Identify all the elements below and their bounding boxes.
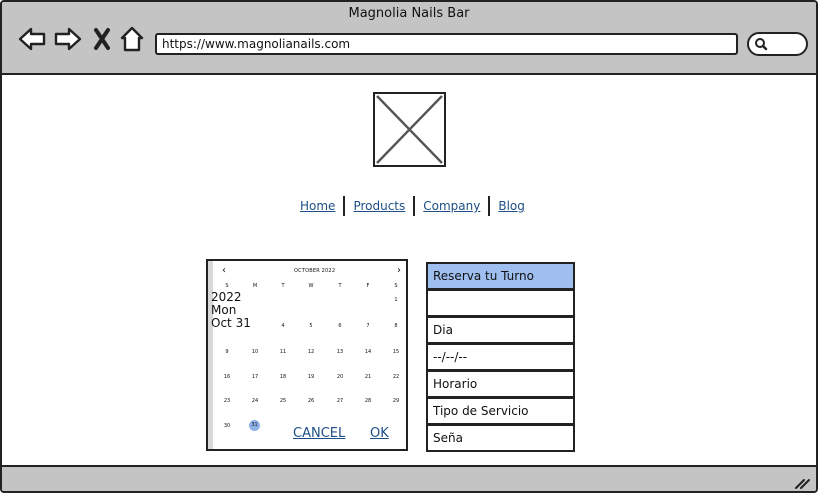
calendar-day[interactable]: 6 xyxy=(338,323,342,329)
back-arrow-icon[interactable] xyxy=(17,24,47,54)
calendar-day[interactable]: 13 xyxy=(336,349,344,355)
close-icon[interactable] xyxy=(90,24,120,54)
calendar-day[interactable]: 25 xyxy=(279,398,287,404)
calendar-day[interactable]: 24 xyxy=(251,398,259,404)
main-nav: Home Products Company Blog xyxy=(292,195,533,217)
calendar-day[interactable]: 9 xyxy=(225,349,229,355)
calendar-day[interactable]: 27 xyxy=(336,398,344,404)
calendar-day[interactable]: 26 xyxy=(307,398,315,404)
url-input[interactable]: https://www.magnolianails.com xyxy=(155,33,738,55)
calendar-day[interactable]: 21 xyxy=(364,374,372,380)
selected-date: Oct 31 xyxy=(211,316,251,330)
date-picker: ‹ OCTOBER 2022 › 2022 Mon Oct 31 CANCEL … xyxy=(206,259,408,451)
nav-divider xyxy=(488,196,491,216)
nav-link-home[interactable]: Home xyxy=(300,199,336,213)
date-input[interactable]: --/--/-- xyxy=(426,343,575,371)
calendar-day[interactable]: 15 xyxy=(392,349,400,355)
resize-grip-icon[interactable] xyxy=(794,477,810,489)
calendar-day[interactable]: 19 xyxy=(307,374,315,380)
browser-chrome: Magnolia Nails Bar https://www.magnolian… xyxy=(2,2,816,75)
forward-arrow-icon[interactable] xyxy=(53,24,83,54)
search-icon xyxy=(755,38,768,51)
selected-date-display: 2022 Mon Oct 31 xyxy=(211,291,251,330)
calendar-day[interactable]: 5 xyxy=(309,323,313,329)
calendar-day[interactable]: 12 xyxy=(307,349,315,355)
service-type-field[interactable]: Tipo de Servicio xyxy=(426,397,575,425)
nav-link-company[interactable]: Company xyxy=(423,199,481,213)
status-bar xyxy=(2,465,816,491)
weekday-header: W xyxy=(308,283,314,289)
booking-form: Reserva tu Turno Dia --/--/-- Horario Ti… xyxy=(426,262,575,452)
weekday-header: M xyxy=(252,283,258,289)
weekday-header: S xyxy=(225,283,229,289)
selected-weekday: Mon xyxy=(211,303,237,317)
home-icon[interactable] xyxy=(118,24,148,54)
weekday-header: S xyxy=(394,283,398,289)
calendar-day[interactable]: 8 xyxy=(394,323,398,329)
chevron-left-icon[interactable]: ‹ xyxy=(222,265,226,276)
calendar-day[interactable]: 1 xyxy=(394,297,398,303)
calendar-day[interactable]: 29 xyxy=(392,398,400,404)
calendar-month-label: OCTOBER 2022 xyxy=(294,268,336,274)
booking-form-title: Reserva tu Turno xyxy=(426,262,575,290)
window-title: Magnolia Nails Bar xyxy=(348,6,470,21)
ok-button[interactable]: OK xyxy=(370,426,389,441)
date-picker-sidebar xyxy=(208,261,213,449)
calendar-day[interactable]: 4 xyxy=(281,323,285,329)
calendar-day[interactable]: 7 xyxy=(366,323,370,329)
deposit-field[interactable]: Seña xyxy=(426,424,575,452)
weekday-header: T xyxy=(338,283,342,289)
logo-image-placeholder xyxy=(373,92,446,167)
calendar-day[interactable]: 23 xyxy=(223,398,231,404)
nav-divider xyxy=(343,196,346,216)
time-label: Horario xyxy=(426,370,575,398)
weekday-header: T xyxy=(281,283,285,289)
calendar-day[interactable]: 30 xyxy=(223,423,231,429)
browser-search-field[interactable] xyxy=(747,32,808,56)
calendar-day[interactable]: 14 xyxy=(364,349,372,355)
calendar-day[interactable]: 20 xyxy=(336,374,344,380)
day-label: Dia xyxy=(426,316,575,344)
nav-divider xyxy=(413,196,416,216)
calendar-day[interactable]: 10 xyxy=(251,349,259,355)
cancel-button[interactable]: CANCEL xyxy=(293,426,346,441)
weekday-header: F xyxy=(366,283,370,289)
nav-link-blog[interactable]: Blog xyxy=(498,199,525,213)
selected-year: 2022 xyxy=(211,290,242,304)
calendar-day[interactable]: 18 xyxy=(279,374,287,380)
calendar-day[interactable]: 16 xyxy=(223,374,231,380)
calendar-day[interactable]: 11 xyxy=(279,349,287,355)
nav-link-products[interactable]: Products xyxy=(353,199,406,213)
calendar-day[interactable]: 28 xyxy=(364,398,372,404)
calendar-day[interactable]: 17 xyxy=(251,374,259,380)
calendar-day[interactable]: 22 xyxy=(392,374,400,380)
booking-blank-field[interactable] xyxy=(426,289,575,317)
chevron-right-icon[interactable]: › xyxy=(397,265,401,276)
calendar-day-selected[interactable]: 31 xyxy=(249,420,260,431)
